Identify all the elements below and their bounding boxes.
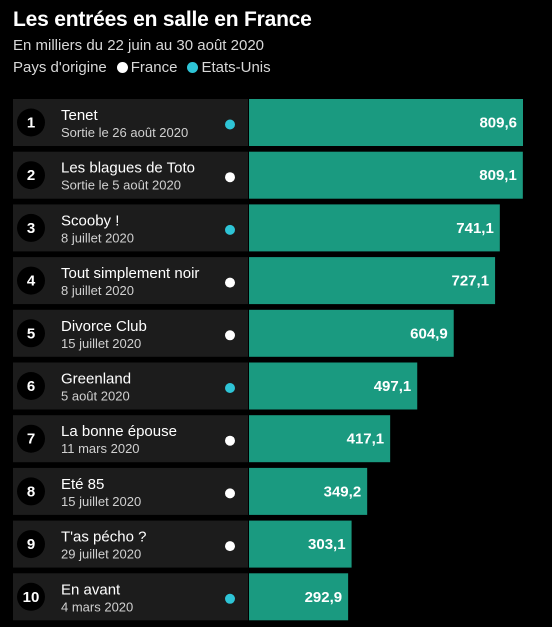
legend-label-france: France xyxy=(130,59,178,76)
row-panel xyxy=(13,257,248,305)
movie-title: T'as pécho ? xyxy=(61,529,146,546)
rank-number: 10 xyxy=(23,589,40,606)
movie-title: Greenland xyxy=(61,371,131,388)
rank-badge xyxy=(17,582,45,611)
rank-badge xyxy=(17,319,45,348)
legend-item-france: France xyxy=(116,59,178,76)
row-panel xyxy=(13,309,248,357)
release-date: 8 juillet 2020 xyxy=(61,283,134,298)
value-label: 292,9 xyxy=(305,589,343,606)
rank-number: 4 xyxy=(27,273,36,290)
row-panel xyxy=(13,99,248,146)
legend-label-usa: Etats-Unis xyxy=(201,59,271,76)
rank-badge xyxy=(17,372,45,400)
release-date: 11 mars 2020 xyxy=(61,441,140,456)
rank-number: 5 xyxy=(27,325,35,342)
rank-number: 3 xyxy=(27,220,35,237)
movie-title: La bonne épouse xyxy=(61,423,177,440)
usa-dot-icon xyxy=(225,593,235,604)
value-label: 497,1 xyxy=(374,378,412,395)
france-dot-icon xyxy=(225,172,235,183)
rank-number: 2 xyxy=(27,167,35,184)
release-date: 8 juillet 2020 xyxy=(61,230,134,245)
row-panel xyxy=(13,467,248,515)
france-dot-icon xyxy=(225,435,235,446)
movie-title: Les blagues de Toto xyxy=(61,160,195,177)
row-panel xyxy=(13,204,248,252)
bar xyxy=(249,520,352,568)
bar xyxy=(249,204,500,252)
usa-dot-icon xyxy=(225,119,235,130)
chart-subtitle: En milliers du 22 juin au 30 août 2020 xyxy=(13,37,265,54)
france-dot-icon xyxy=(225,277,235,288)
bar xyxy=(249,467,368,515)
bar xyxy=(249,415,391,463)
bar xyxy=(249,257,496,305)
release-date: Sortie le 26 août 2020 xyxy=(61,125,188,140)
movie-title: En avant xyxy=(61,581,121,598)
release-date: 5 août 2020 xyxy=(61,389,130,404)
row-panel xyxy=(13,573,248,621)
rank-number: 6 xyxy=(27,378,35,395)
release-date: Sortie le 5 août 2020 xyxy=(61,178,181,193)
rank-number: 7 xyxy=(27,431,35,448)
value-label: 417,1 xyxy=(347,431,385,448)
value-label: 809,1 xyxy=(479,167,517,184)
movie-title: Eté 85 xyxy=(61,476,104,493)
usa-dot-icon xyxy=(225,383,235,393)
value-label: 741,1 xyxy=(456,220,494,237)
france-dot-icon xyxy=(225,541,235,552)
release-date: 15 juillet 2020 xyxy=(61,494,141,509)
rank-number: 9 xyxy=(27,536,35,553)
bar xyxy=(249,362,418,410)
value-label: 727,1 xyxy=(452,273,490,290)
legend-item-usa: Etats-Unis xyxy=(187,59,271,76)
rank-badge xyxy=(17,530,45,559)
movie-title: Tout simplement noir xyxy=(61,265,199,282)
release-date: 4 mars 2020 xyxy=(61,599,133,614)
release-date: 15 juillet 2020 xyxy=(61,336,141,351)
bar xyxy=(249,151,523,199)
row-panel xyxy=(13,415,248,463)
row-panel xyxy=(13,362,248,410)
rank-badge xyxy=(17,213,45,242)
france-dot-icon xyxy=(225,488,235,499)
rank-badge xyxy=(17,108,45,137)
legend-prefix: Pays d'origine xyxy=(13,59,107,76)
usa-dot-icon xyxy=(187,62,199,73)
value-label: 303,1 xyxy=(308,536,346,553)
france-dot-icon xyxy=(225,330,235,341)
rank-badge xyxy=(17,477,45,506)
row-panel xyxy=(13,520,248,568)
legend: Pays d'origine France Etats-Unis xyxy=(13,59,271,76)
value-label: 349,2 xyxy=(324,483,362,500)
rank-badge xyxy=(17,266,45,295)
value-label: 809,6 xyxy=(479,115,517,132)
france-dot-icon xyxy=(116,62,128,73)
rank-number: 1 xyxy=(27,115,35,132)
bar xyxy=(249,309,454,357)
release-date: 29 juillet 2020 xyxy=(61,547,141,562)
row-panel xyxy=(13,151,248,199)
bar xyxy=(249,99,523,146)
usa-dot-icon xyxy=(225,224,235,235)
rank-badge xyxy=(17,161,45,190)
rank-badge xyxy=(17,424,45,453)
chart-title: Les entrées en salle en France xyxy=(13,8,312,31)
movie-title: Tenet xyxy=(61,107,99,124)
rank-number: 8 xyxy=(27,483,35,500)
movie-title: Scooby ! xyxy=(61,212,119,229)
value-label: 604,9 xyxy=(410,325,448,342)
movie-title: Divorce Club xyxy=(61,318,147,335)
bar xyxy=(249,573,349,621)
